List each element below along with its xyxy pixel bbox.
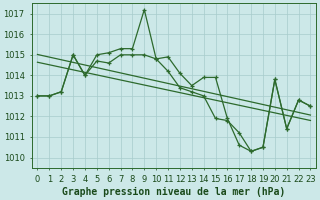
X-axis label: Graphe pression niveau de la mer (hPa): Graphe pression niveau de la mer (hPa) <box>62 186 285 197</box>
